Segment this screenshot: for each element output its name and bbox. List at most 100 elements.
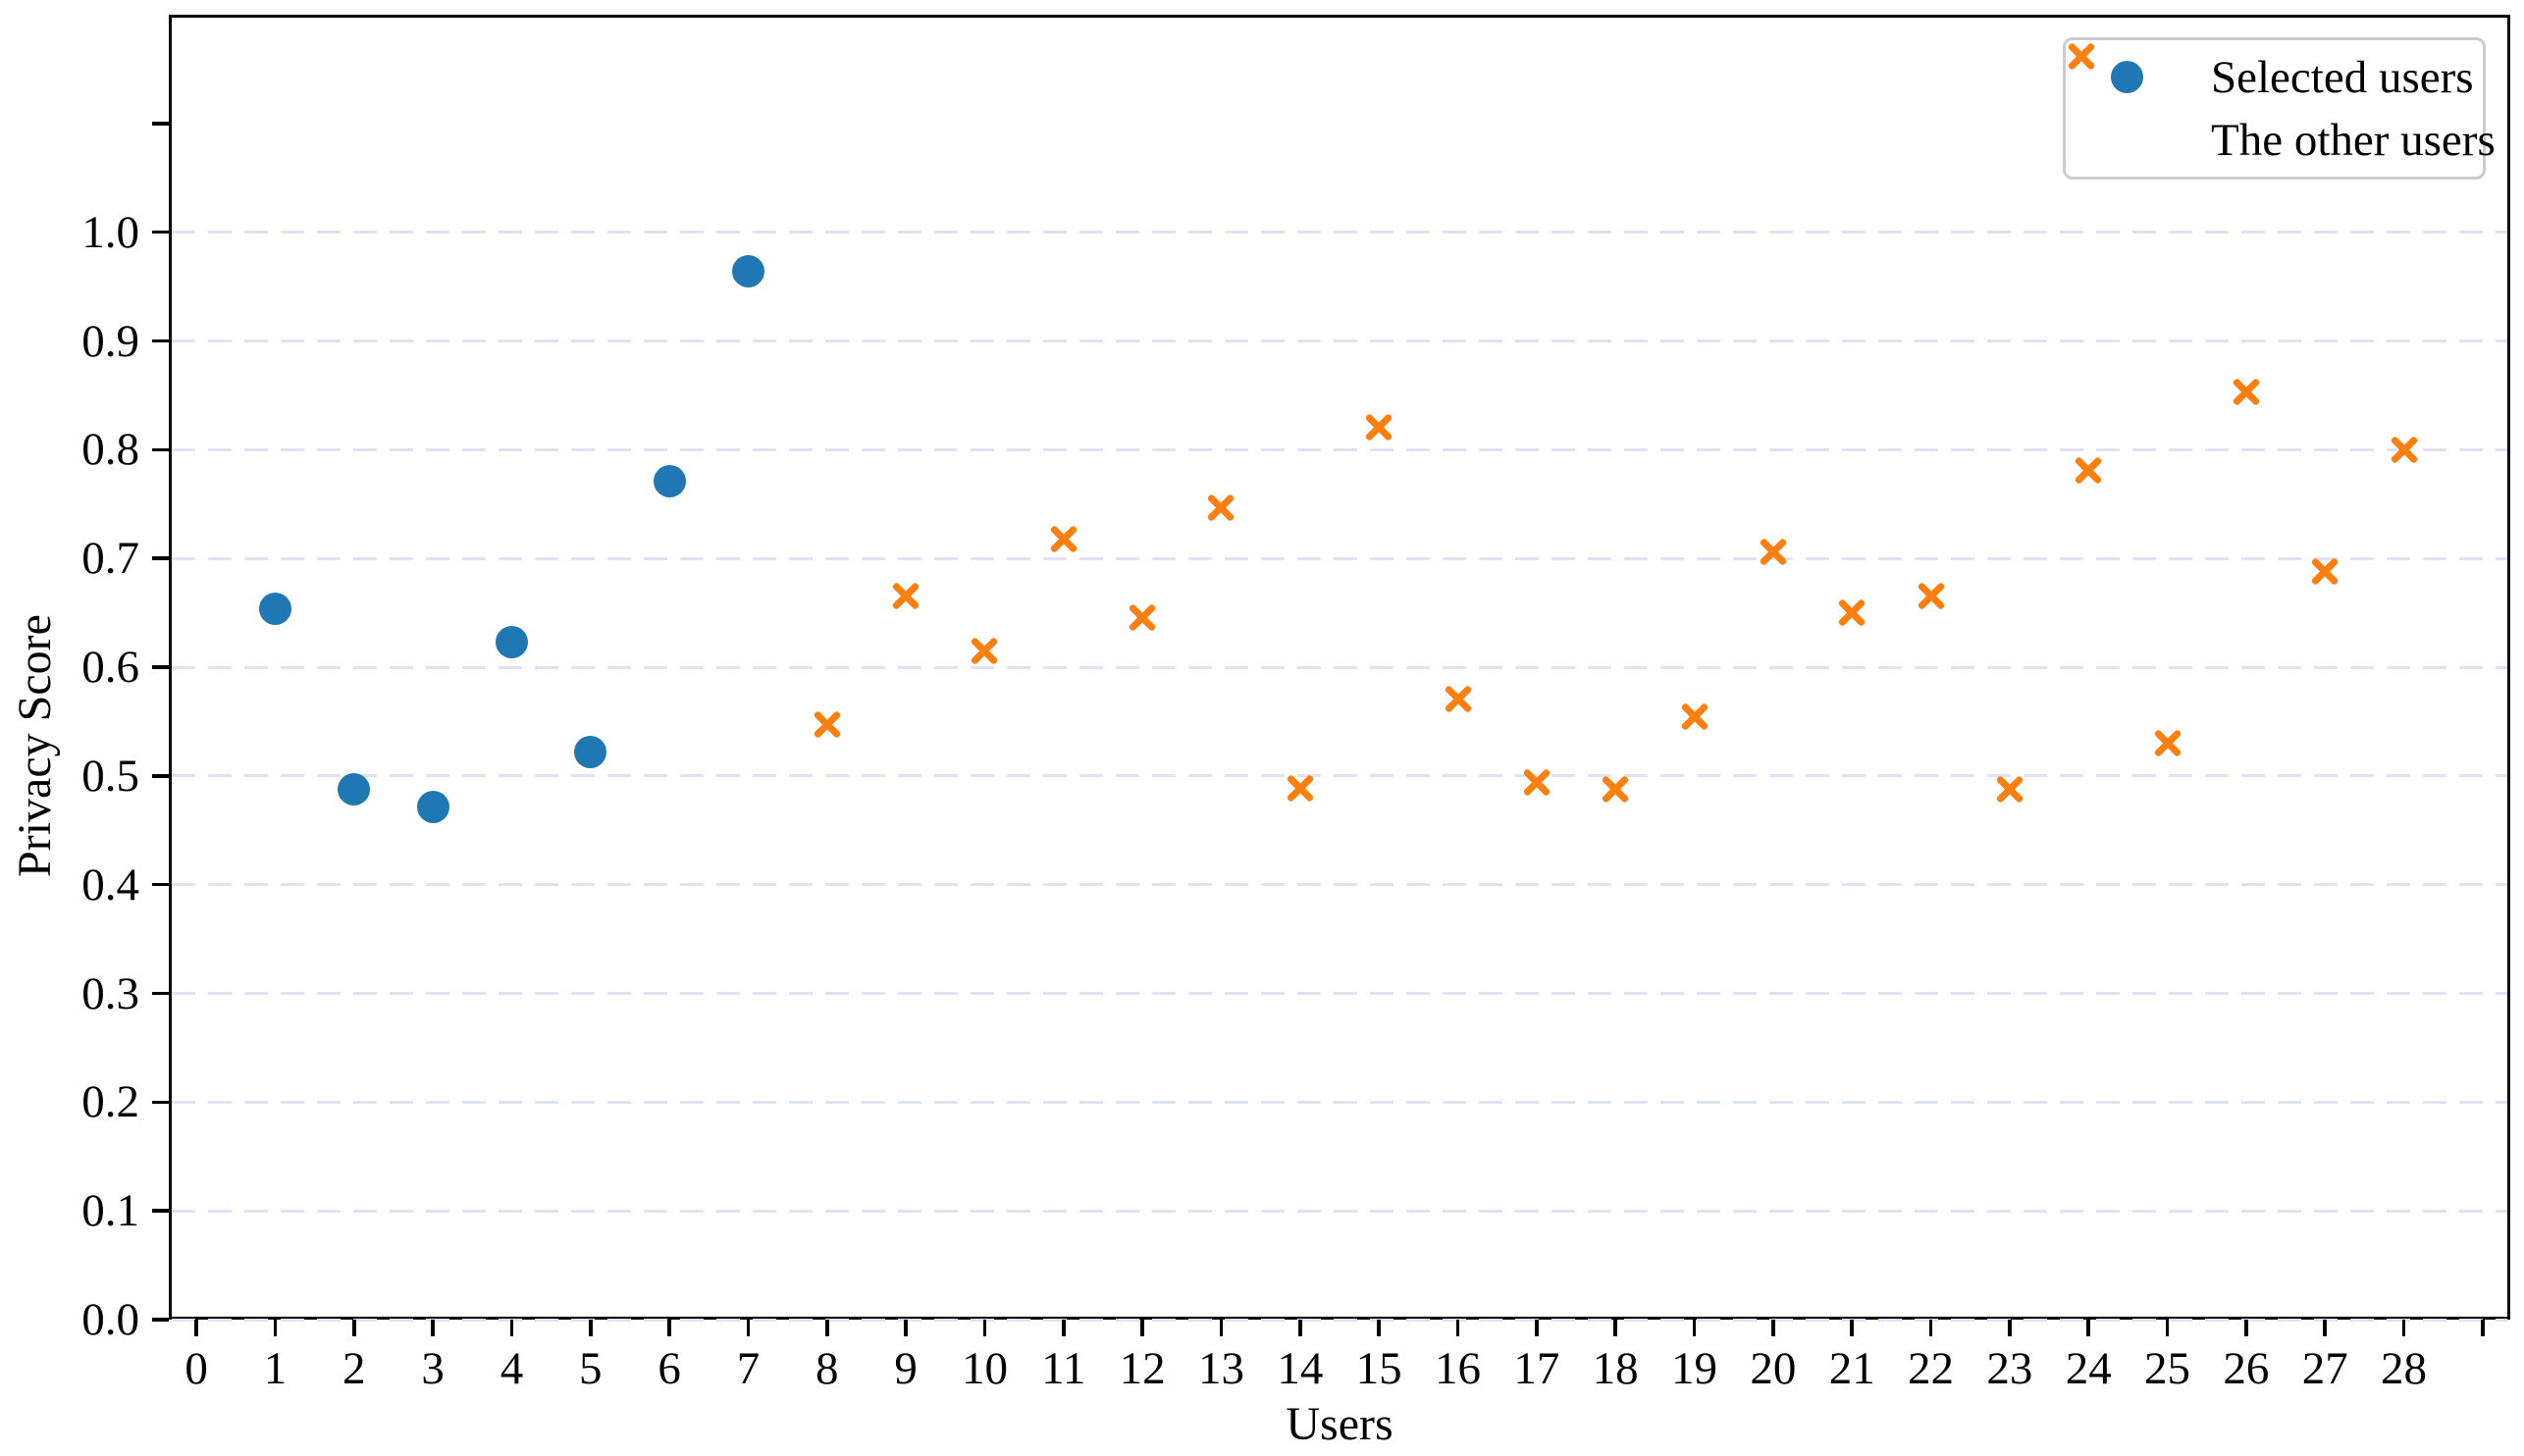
x-tick bbox=[1850, 1320, 1854, 1336]
data-point-other bbox=[2231, 377, 2262, 408]
data-point-selected bbox=[416, 791, 449, 824]
data-point-other bbox=[1443, 683, 1474, 714]
x-tick-label: 5 bbox=[579, 1343, 603, 1394]
x-tick-label: 15 bbox=[1355, 1343, 1402, 1394]
x-tick bbox=[1928, 1320, 1933, 1336]
x-tick bbox=[1692, 1320, 1697, 1336]
y-tick-label: 0.5 bbox=[81, 750, 139, 802]
gridline bbox=[172, 1209, 2507, 1213]
x-tick bbox=[2244, 1320, 2248, 1336]
y-tick bbox=[152, 447, 169, 452]
y-tick bbox=[152, 122, 169, 126]
gridline bbox=[172, 1318, 2507, 1322]
x-tick bbox=[1613, 1320, 1617, 1336]
data-point-other bbox=[1048, 523, 1079, 554]
data-point-selected bbox=[731, 255, 764, 288]
legend-item-other-users: The other users bbox=[2109, 110, 2496, 171]
data-point-other bbox=[1994, 773, 2025, 805]
x-tick-label: 8 bbox=[815, 1343, 839, 1394]
data-point-selected bbox=[574, 735, 607, 768]
x-tick-label: 10 bbox=[961, 1343, 1008, 1394]
gridline bbox=[172, 1100, 2507, 1104]
x-tick bbox=[904, 1320, 908, 1336]
data-point-other bbox=[969, 635, 1000, 666]
x-tick bbox=[2323, 1320, 2327, 1336]
data-point-selected bbox=[258, 592, 291, 625]
data-point-other bbox=[890, 581, 921, 612]
x-tick bbox=[1062, 1320, 1066, 1336]
x-axis-label: Users bbox=[1286, 1398, 1393, 1450]
y-tick-label: 0.6 bbox=[81, 642, 139, 693]
x-tick bbox=[2401, 1320, 2406, 1336]
y-tick-label: 0.2 bbox=[81, 1076, 139, 1128]
x-tick-label: 16 bbox=[1435, 1343, 1481, 1394]
x-tick-label: 13 bbox=[1197, 1343, 1244, 1394]
x-tick bbox=[1771, 1320, 1775, 1336]
data-point-other bbox=[2389, 434, 2420, 465]
x-tick-label: 28 bbox=[2381, 1343, 2428, 1394]
gridline bbox=[172, 774, 2507, 778]
data-point-selected bbox=[653, 464, 686, 497]
x-tick bbox=[194, 1320, 198, 1336]
x-tick bbox=[352, 1320, 356, 1336]
data-point-other bbox=[2309, 555, 2340, 587]
x-tick bbox=[273, 1320, 278, 1336]
y-tick-label: 0.0 bbox=[81, 1294, 139, 1345]
x-tick bbox=[2481, 1320, 2485, 1336]
x-tick bbox=[825, 1320, 829, 1336]
gridline bbox=[172, 665, 2507, 669]
gridline bbox=[172, 556, 2507, 560]
x-tick-label: 6 bbox=[657, 1343, 681, 1394]
x-tick bbox=[1535, 1320, 1539, 1336]
data-point-other bbox=[1916, 581, 1947, 612]
x-tick bbox=[746, 1320, 751, 1336]
x-tick bbox=[1219, 1320, 1224, 1336]
y-tick-label: 0.8 bbox=[81, 424, 139, 476]
gridline bbox=[172, 447, 2507, 451]
x-tick-label: 27 bbox=[2301, 1343, 2348, 1394]
y-tick-label: 1.0 bbox=[81, 206, 139, 258]
x-tick-label: 14 bbox=[1277, 1343, 1324, 1394]
x-tick-label: 23 bbox=[1986, 1343, 2033, 1394]
y-tick bbox=[152, 230, 169, 234]
x-tick-label: 21 bbox=[1828, 1343, 1875, 1394]
data-point-other bbox=[2152, 728, 2183, 759]
x-tick bbox=[509, 1320, 514, 1336]
x-tick-label: 25 bbox=[2144, 1343, 2191, 1394]
x-tick bbox=[1455, 1320, 1460, 1336]
data-point-other bbox=[1205, 492, 1236, 523]
y-tick-label: 0.1 bbox=[81, 1185, 139, 1237]
x-tick bbox=[2008, 1320, 2012, 1336]
y-tick-label: 0.9 bbox=[81, 315, 139, 367]
gridline bbox=[172, 339, 2507, 342]
x-tick bbox=[589, 1320, 593, 1336]
legend-label-other-users: The other users bbox=[2211, 114, 2496, 166]
y-tick bbox=[152, 1318, 169, 1322]
data-point-other bbox=[2073, 454, 2104, 486]
y-tick bbox=[152, 991, 169, 996]
y-tick bbox=[152, 1209, 169, 1213]
circle-marker-icon bbox=[2109, 61, 2144, 93]
x-tick-label: 18 bbox=[1592, 1343, 1639, 1394]
x-tick-label: 26 bbox=[2223, 1343, 2270, 1394]
x-tick bbox=[1377, 1320, 1381, 1336]
x-tick bbox=[1298, 1320, 1302, 1336]
x-tick-label: 3 bbox=[421, 1343, 445, 1394]
data-point-other bbox=[1521, 766, 1552, 798]
x-tick-label: 19 bbox=[1671, 1343, 1717, 1394]
gridline bbox=[172, 992, 2507, 995]
x-tick-label: 12 bbox=[1119, 1343, 1166, 1394]
data-point-other bbox=[1836, 598, 1867, 629]
legend: Selected users The other users bbox=[2063, 37, 2496, 180]
data-point-other bbox=[1679, 702, 1710, 733]
y-tick bbox=[152, 338, 169, 343]
y-tick-label: 0.7 bbox=[81, 533, 139, 585]
data-point-selected bbox=[338, 772, 371, 806]
x-tick-label: 2 bbox=[342, 1343, 366, 1394]
data-point-other bbox=[812, 709, 843, 741]
y-tick-label: 0.4 bbox=[81, 858, 139, 910]
y-tick bbox=[152, 1100, 169, 1105]
x-tick-label: 7 bbox=[736, 1343, 761, 1394]
x-tick-label: 11 bbox=[1041, 1343, 1086, 1394]
